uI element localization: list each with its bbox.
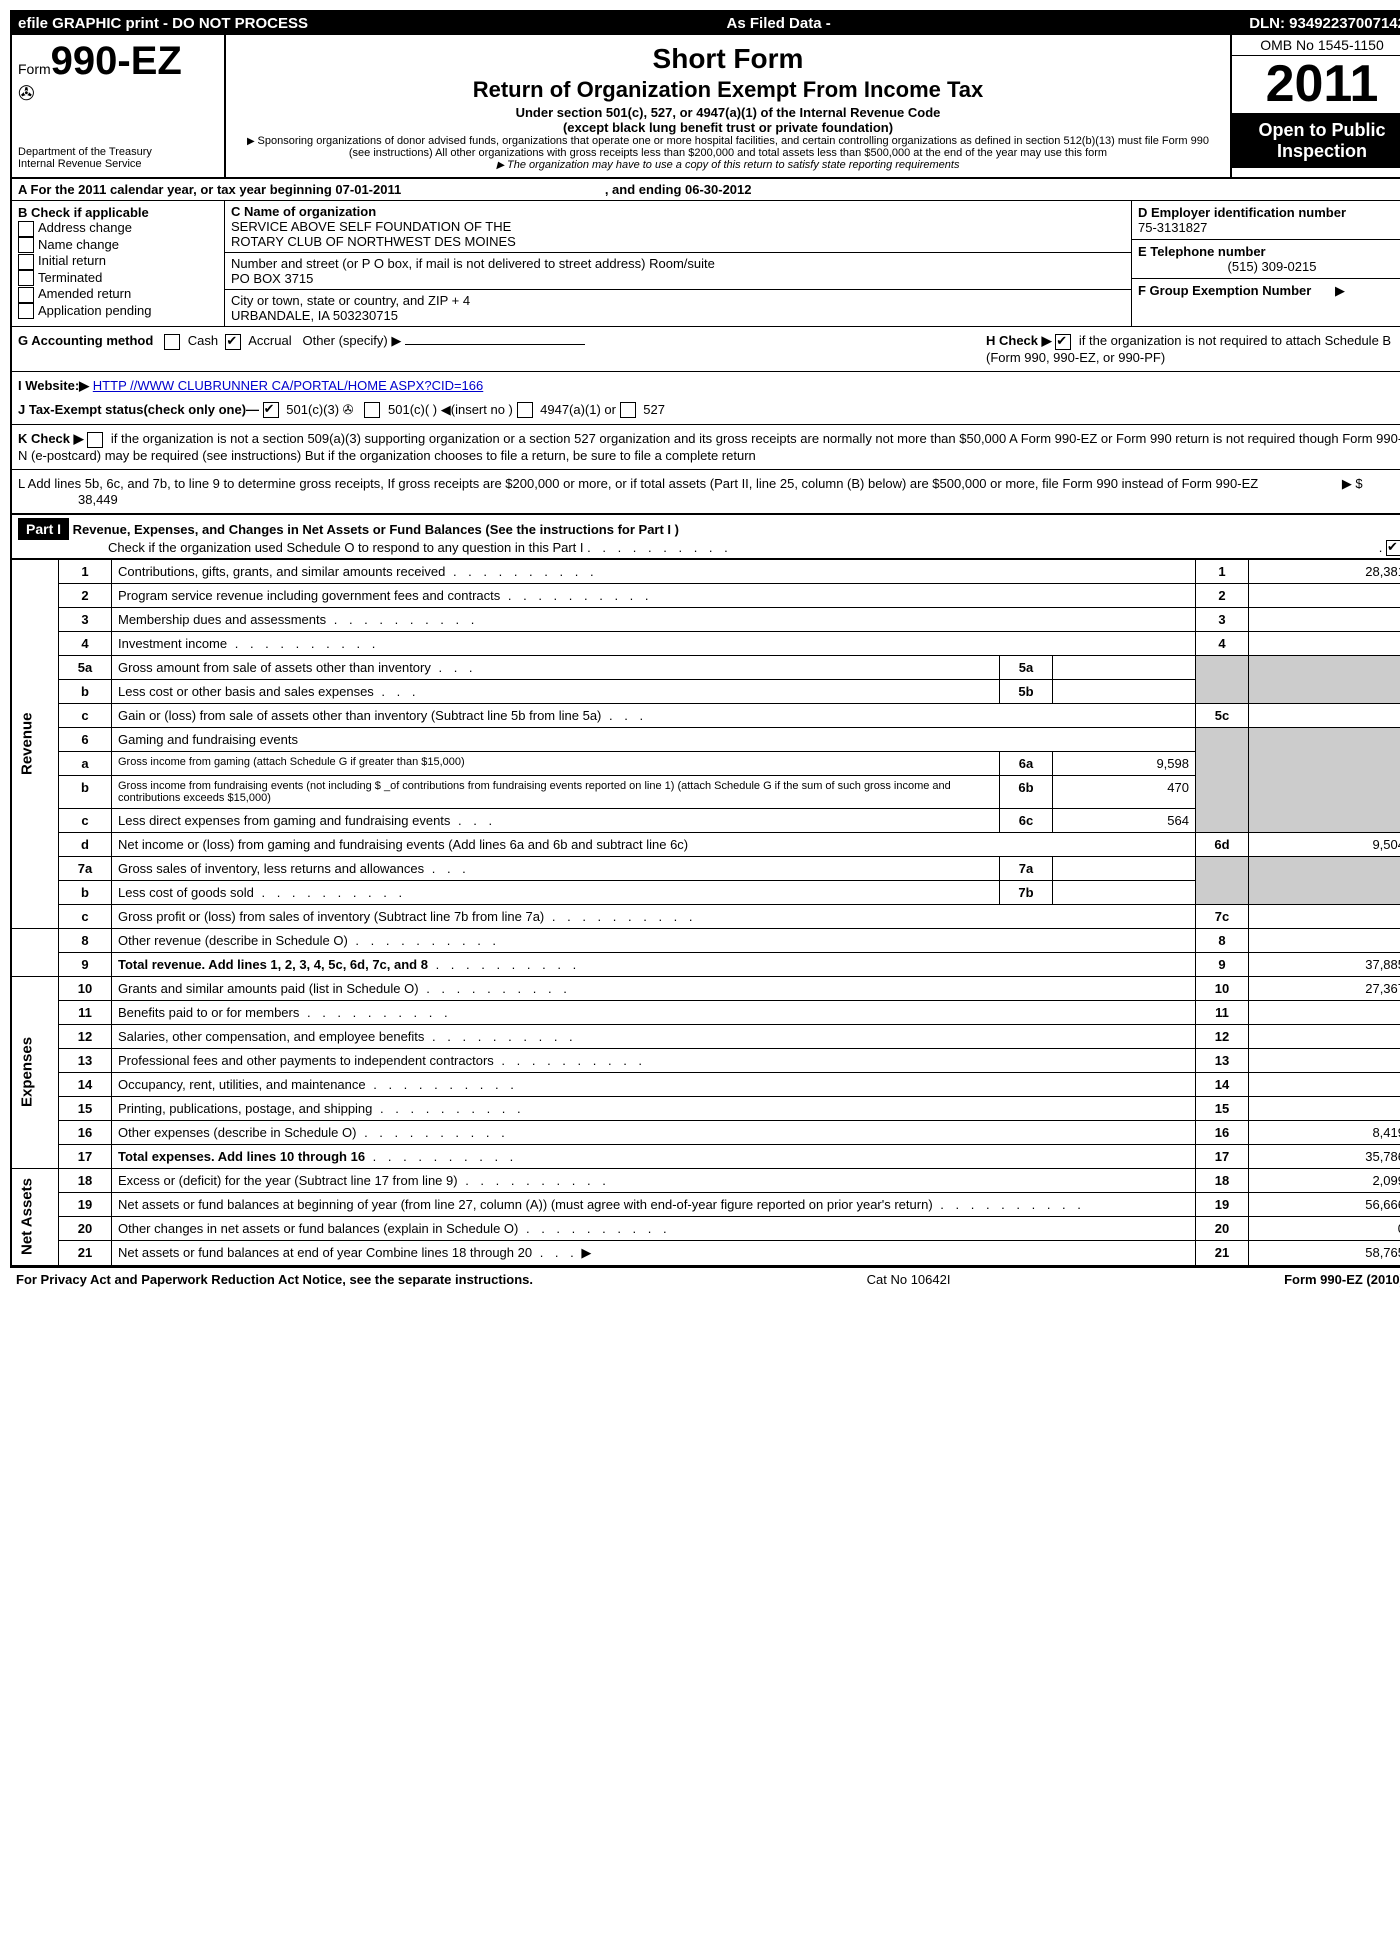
subtitle1: Under section 501(c), 527, or 4947(a)(1)…: [236, 105, 1220, 120]
omb-number: OMB No 1545-1150: [1232, 35, 1400, 56]
check-name[interactable]: [18, 237, 34, 253]
header-mid: Short Form Return of Organization Exempt…: [226, 35, 1230, 177]
check-501c3[interactable]: [263, 402, 279, 418]
form-number: 990-EZ: [51, 39, 182, 83]
dept2: Internal Revenue Service: [18, 158, 218, 170]
check-address[interactable]: [18, 221, 34, 237]
check-accrual[interactable]: [225, 334, 241, 350]
topbar-right: DLN: 93492237007142: [1249, 15, 1400, 32]
row-l: L Add lines 5b, 6c, and 7b, to line 9 to…: [12, 470, 1400, 515]
col-right-def: D Employer identification number 75-3131…: [1131, 201, 1400, 326]
header: Form990-EZ ✇ Department of the Treasury …: [12, 35, 1400, 179]
website-link[interactable]: HTTP //WWW CLUBRUNNER CA/PORTAL/HOME ASP…: [93, 378, 483, 393]
check-pending[interactable]: [18, 303, 34, 319]
check-schedule-o[interactable]: [1386, 540, 1400, 556]
side-revenue: Revenue: [12, 559, 59, 928]
row-g-h: G Accounting method Cash Accrual Other (…: [12, 327, 1400, 372]
open-public: Open to Public Inspection: [1232, 114, 1400, 168]
side-net-assets: Net Assets: [12, 1168, 59, 1265]
form-container: efile GRAPHIC print - DO NOT PROCESS As …: [10, 10, 1400, 1268]
check-527[interactable]: [620, 402, 636, 418]
check-k[interactable]: [87, 432, 103, 448]
row-j: J Tax-Exempt status(check only one)— 501…: [12, 396, 1400, 426]
subtitle2: (except black lung benefit trust or priv…: [236, 120, 1220, 135]
check-terminated[interactable]: [18, 270, 34, 286]
header-left: Form990-EZ ✇ Department of the Treasury …: [12, 35, 226, 177]
bullet1: Sponsoring organizations of donor advise…: [236, 135, 1220, 159]
check-cash[interactable]: [164, 334, 180, 350]
check-initial[interactable]: [18, 254, 34, 270]
row-a: A For the 2011 calendar year, or tax yea…: [12, 179, 1400, 201]
topbar-mid: As Filed Data -: [727, 15, 831, 32]
footer: For Privacy Act and Paperwork Reduction …: [10, 1268, 1400, 1291]
section-b-c-d: B Check if applicable Address change Nam…: [12, 201, 1400, 327]
check-h[interactable]: [1055, 334, 1071, 350]
col-b-checks: B Check if applicable Address change Nam…: [12, 201, 225, 326]
title-main: Return of Organization Exempt From Incom…: [236, 77, 1220, 103]
tax-year: 2011: [1232, 56, 1400, 114]
check-amended[interactable]: [18, 287, 34, 303]
form-prefix: Form: [18, 61, 51, 77]
bullet2: The organization may have to use a copy …: [236, 159, 1220, 171]
col-c-org: C Name of organization SERVICE ABOVE SEL…: [225, 201, 1131, 326]
row-k: K Check ▶ if the organization is not a s…: [12, 425, 1400, 470]
lines-table: Revenue 1 Contributions, gifts, grants, …: [12, 559, 1400, 1266]
side-expenses: Expenses: [12, 976, 59, 1168]
dept1: Department of the Treasury: [18, 146, 218, 158]
row-i: I Website:▶ HTTP //WWW CLUBRUNNER CA/POR…: [12, 372, 1400, 396]
top-bar: efile GRAPHIC print - DO NOT PROCESS As …: [12, 12, 1400, 35]
check-4947[interactable]: [517, 402, 533, 418]
title-short-form: Short Form: [236, 43, 1220, 75]
check-501c[interactable]: [364, 402, 380, 418]
part1-header: Part I Revenue, Expenses, and Changes in…: [12, 515, 1400, 559]
header-right: OMB No 1545-1150 2011 Open to Public Ins…: [1230, 35, 1400, 177]
topbar-left: efile GRAPHIC print - DO NOT PROCESS: [18, 15, 308, 32]
